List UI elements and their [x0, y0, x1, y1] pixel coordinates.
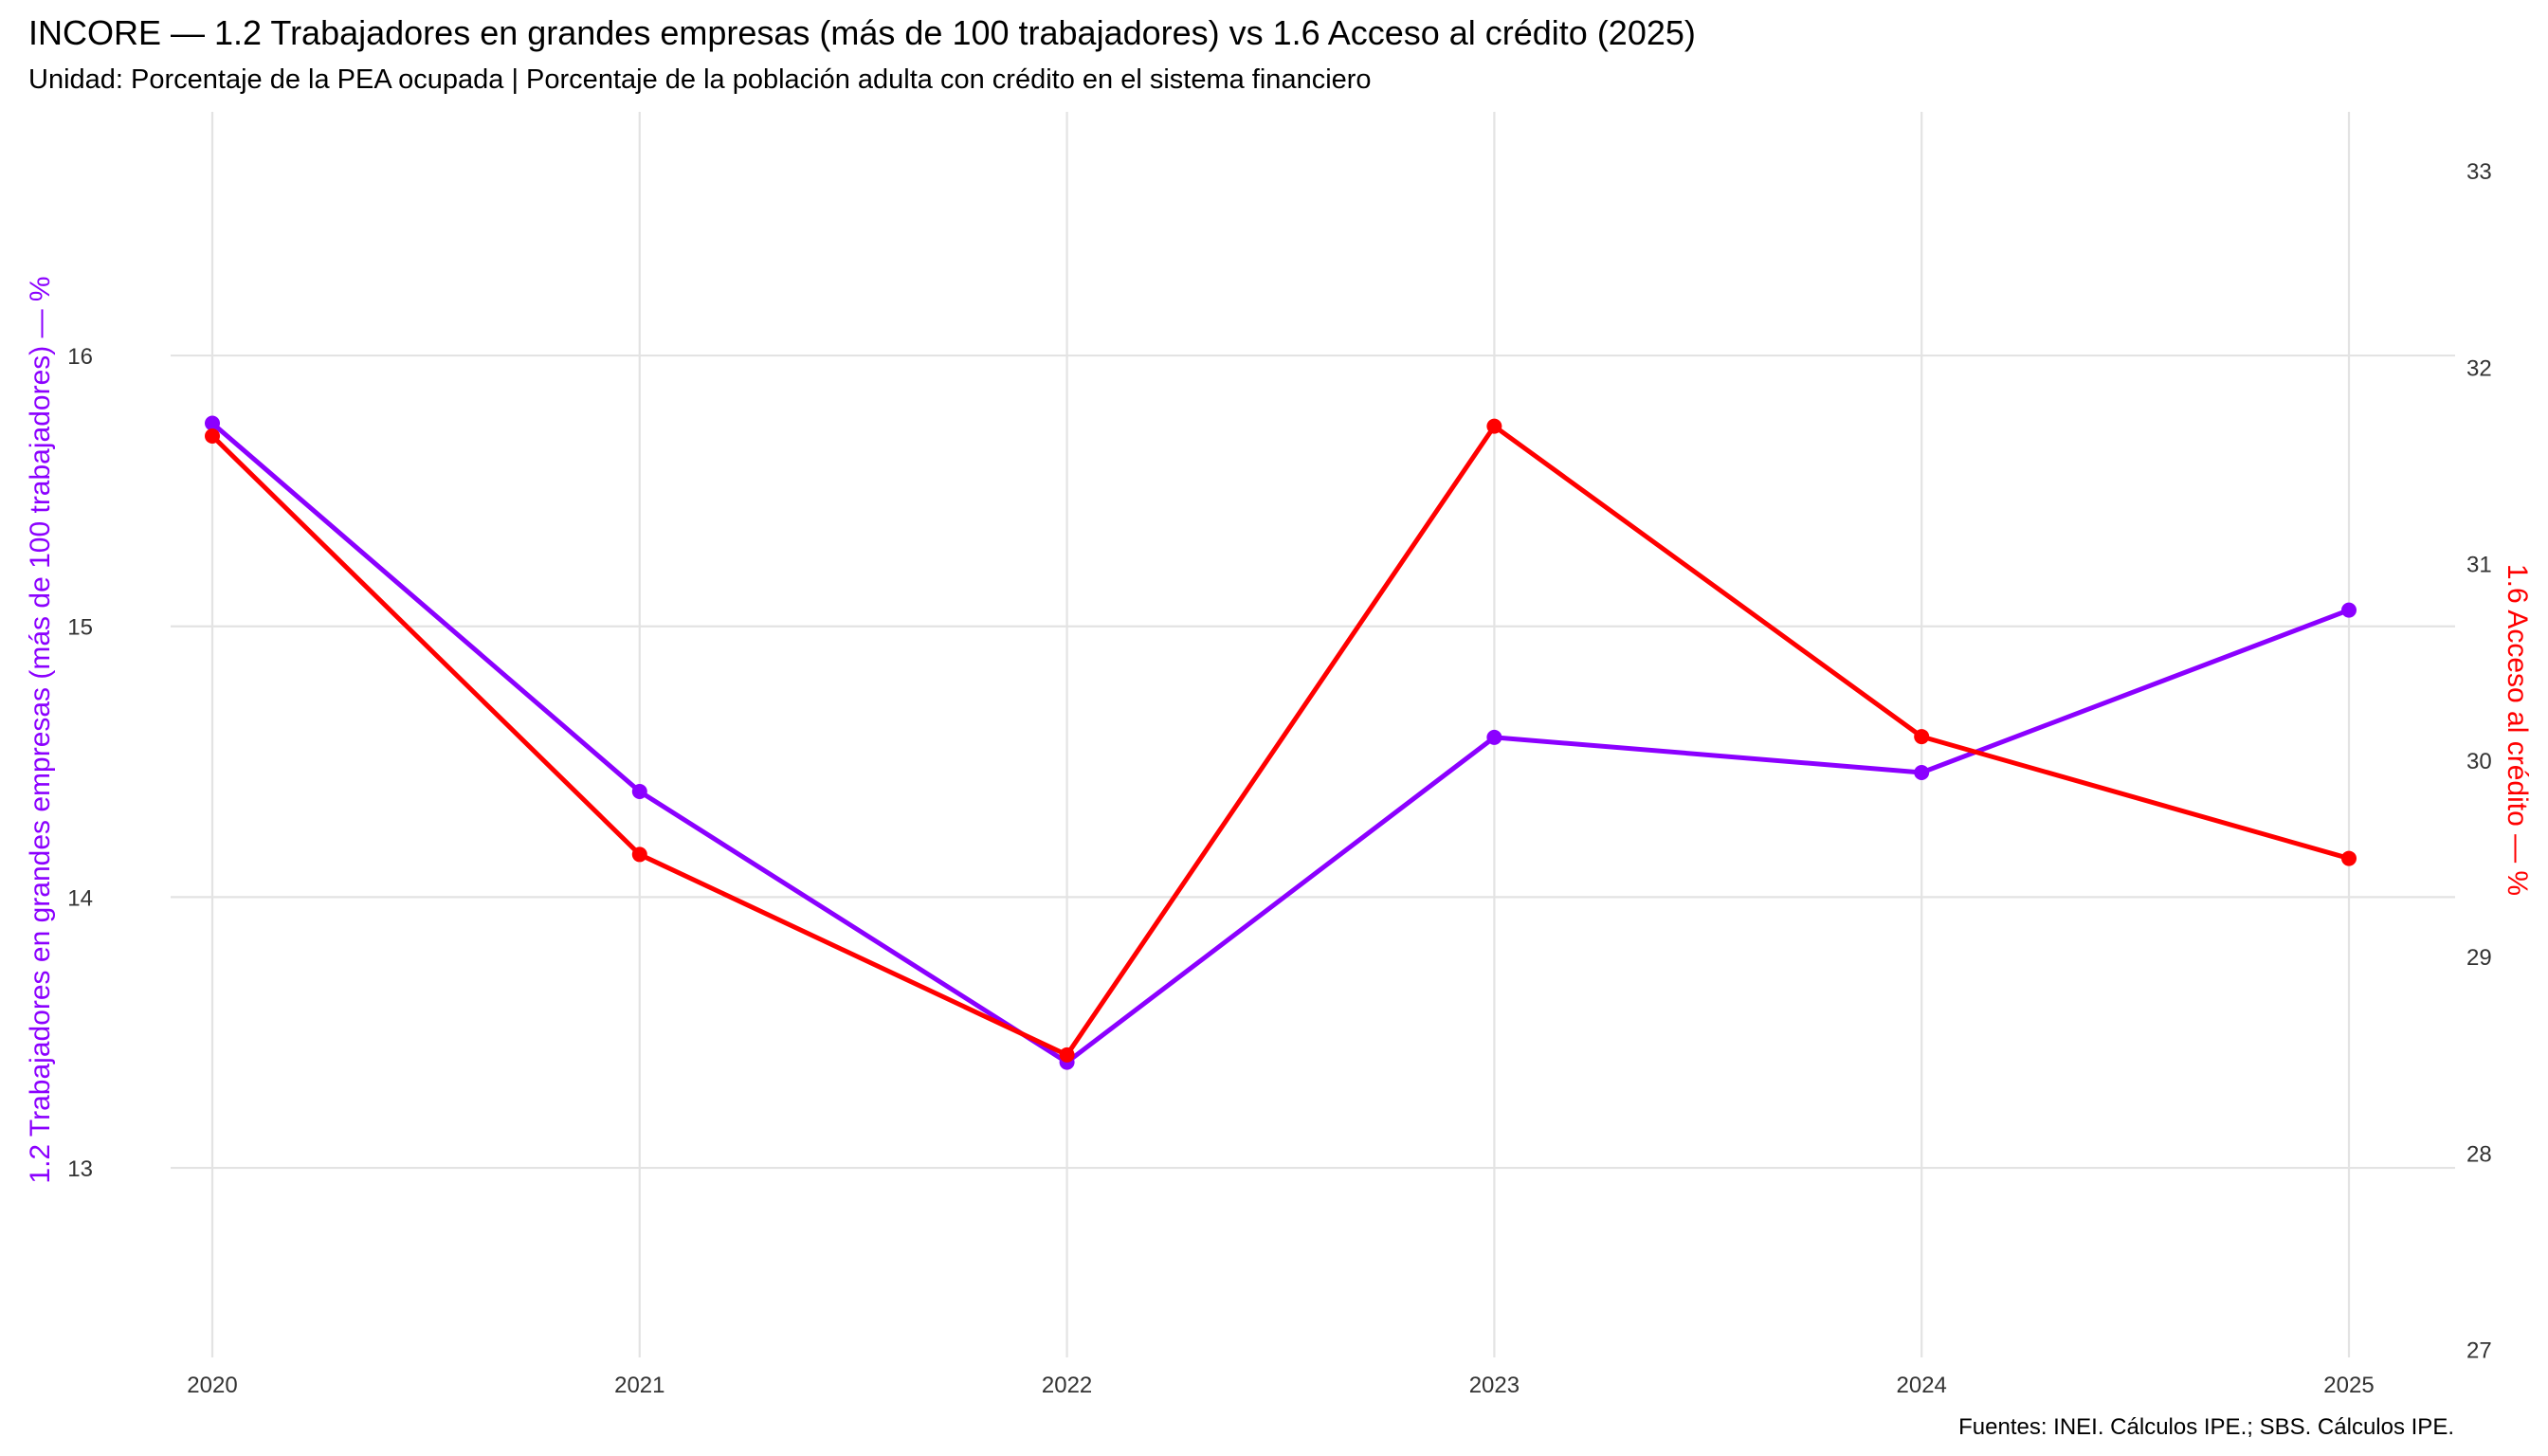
series-line-left [209, 421, 2352, 1065]
right-axis-title: 1.6 Acceso al crédito — % [2502, 564, 2533, 896]
y-left-tick-label: 16 [67, 344, 93, 370]
series-point-right [1486, 418, 1502, 434]
chart-caption: Fuentes: INEI. Cálculos IPE.; SBS. Cálcu… [1958, 1414, 2454, 1440]
series-point-left [631, 783, 647, 799]
y-right-tick-label: 27 [2466, 1338, 2492, 1364]
y-left-tick-label: 14 [67, 885, 93, 911]
series-point-left [205, 415, 220, 431]
x-tick-label: 2021 [614, 1373, 664, 1398]
series-point-left [1914, 764, 1930, 780]
y-right-tick-label: 28 [2466, 1141, 2492, 1167]
series-point-right [2341, 850, 2357, 866]
left-axis-title: 1.2 Trabajadores en grandes empresas (má… [25, 276, 56, 1183]
x-tick-label: 2024 [1897, 1373, 1947, 1398]
series-point-left [1486, 729, 1502, 745]
y-right-tick-label: 32 [2466, 355, 2492, 381]
x-tick-label: 2025 [2323, 1373, 2374, 1398]
y-left-tick-label: 15 [67, 615, 93, 641]
series-point-right [1059, 1046, 1075, 1063]
x-tick-label: 2020 [187, 1373, 237, 1398]
series-point-right [1914, 729, 1930, 745]
chart-subtitle: Unidad: Porcentaje de la PEA ocupada | P… [28, 64, 1372, 95]
y-left-tick-label: 13 [67, 1156, 93, 1182]
y-right-tick-label: 33 [2466, 159, 2492, 185]
series-point-right [205, 428, 220, 444]
y-right-tick-label: 30 [2466, 749, 2492, 774]
series-point-left [2341, 602, 2357, 618]
series-line-right [209, 424, 2352, 1058]
x-tick-label: 2022 [1042, 1373, 1092, 1398]
series-layer [205, 415, 2357, 1070]
x-tick-label: 2023 [1469, 1373, 1520, 1398]
chart-title: INCORE — 1.2 Trabajadores en grandes emp… [28, 13, 1696, 52]
y-right-tick-label: 29 [2466, 945, 2492, 971]
series-point-right [631, 846, 647, 863]
y-right-tick-label: 31 [2466, 553, 2492, 578]
tick-layer: 2020 2021 2022 2023 2024 2025 13 14 15 16 27 28 29 30… [67, 159, 2491, 1398]
grid-layer [171, 112, 2455, 1357]
